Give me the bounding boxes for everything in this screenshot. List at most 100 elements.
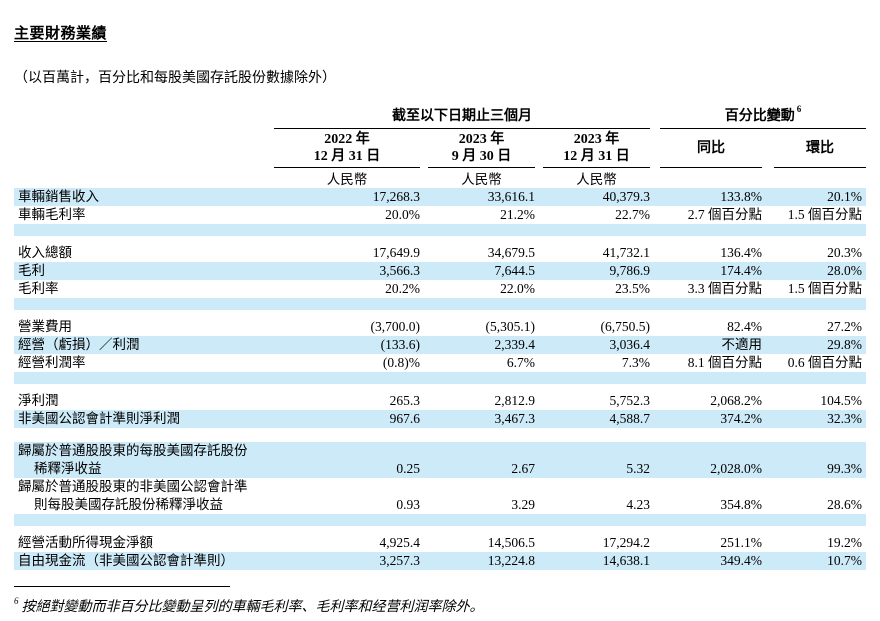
spacer-cell: [650, 129, 660, 168]
cell-value: 29.8%: [827, 337, 862, 352]
spacer-row: [14, 384, 866, 392]
cell-value: 17,268.3: [372, 189, 420, 204]
spacer-cell: [14, 224, 866, 236]
spacer-row: [14, 526, 866, 534]
row-label: 車輛毛利率: [18, 207, 86, 222]
spacer-cell: [650, 244, 660, 262]
spacer-cell: [650, 410, 660, 428]
cell-value: 3,467.3: [494, 411, 536, 426]
cell-value: 14,638.1: [602, 553, 650, 568]
spacer-cell: [650, 280, 660, 298]
spacer-cell: [535, 188, 543, 206]
cell-value: (0.8)%: [382, 355, 420, 370]
spacer-cell: [420, 129, 428, 168]
cell-value: 104.5%: [820, 393, 862, 408]
cell-value: 0.25: [396, 461, 420, 476]
spacer-cell: [535, 206, 543, 224]
cell-value: (3,700.0): [370, 319, 421, 334]
column-header-yoy: 同比: [660, 128, 762, 168]
cell-value: 20.2%: [385, 281, 420, 296]
spacer-cell: [862, 336, 866, 354]
cell-value: 33,616.1: [487, 189, 535, 204]
cell-value: 82.4%: [727, 319, 762, 334]
column-header-qoq: 環比: [774, 128, 866, 168]
spacer-cell: [762, 280, 774, 298]
table-row: 營業費用 (3,700.0) (5,305.1) (6,750.5) 82.4% 27.2…: [14, 318, 866, 336]
cell-value: (133.6): [380, 337, 420, 352]
cell-value: 1.5 個百分點: [787, 281, 862, 296]
cell-value: 不適用: [721, 337, 763, 352]
table-row: 經營活動所得現金淨額 4,925.4 14,506.5 17,294.2 251.1% 1…: [14, 534, 866, 552]
cell-value: 3.29: [511, 497, 535, 512]
table-row: 車輛銷售收入 17,268.3 33,616.1 40,379.3 133.8% 20.1…: [14, 188, 866, 206]
table-body: 車輛銷售收入 17,268.3 33,616.1 40,379.3 133.8% 20.1…: [14, 188, 866, 570]
spacer-cell: [762, 478, 774, 514]
spacer-cell: [762, 410, 774, 428]
spacer-cell: [420, 188, 428, 206]
cell-value: 2.7 個百分點: [687, 207, 762, 222]
row-label: 自由現金流（非美國公認會計準則）: [18, 553, 234, 568]
spacer-cell: [420, 262, 428, 280]
spacer-cell: [14, 526, 866, 534]
spacer-cell: [420, 478, 428, 514]
change-group-header-label: 百分比變動: [724, 109, 795, 124]
row-label: 營業費用: [18, 319, 72, 334]
spacer-cell: [862, 442, 866, 478]
spacer-cell: [420, 168, 428, 189]
cell-value: 20.0%: [385, 207, 420, 222]
spacer-cell: [535, 318, 543, 336]
spacer-cell: [420, 354, 428, 372]
spacer-cell: [862, 534, 866, 552]
spacer-cell: [762, 129, 774, 168]
spacer-cell: [862, 280, 866, 298]
cell-value: 2,028.0%: [710, 461, 762, 476]
spacer-cell: [650, 478, 660, 514]
spacer-cell: [762, 262, 774, 280]
spacer-cell: [420, 442, 428, 478]
cell-value: 22.7%: [615, 207, 650, 222]
cell-value: 23.5%: [615, 281, 650, 296]
spacer-cell: [535, 410, 543, 428]
cell-value: 8.1 個百分點: [687, 355, 762, 370]
table-row: 毛利 3,566.3 7,644.5 9,786.9 174.4% 28.0%: [14, 262, 866, 280]
financial-table: 截至以下日期止三個月 百分比變動 6 2022 年 12 月 31 日 2023 年…: [14, 104, 866, 570]
cell-value: 251.1%: [720, 535, 762, 550]
cell-value: 99.3%: [827, 461, 862, 476]
row-label: 車輛銷售收入: [18, 189, 99, 204]
row-label: 收入總額: [18, 245, 72, 260]
spacer-cell: [862, 392, 866, 410]
cell-value: 136.4%: [720, 245, 762, 260]
cell-value: 2,068.2%: [710, 393, 762, 408]
cell-value: 6.7%: [506, 355, 535, 370]
footnote-separator: [14, 586, 230, 587]
spacer-cell: [762, 552, 774, 570]
cell-value: 41,732.1: [602, 245, 650, 260]
table-row: 經營（虧損）／利潤 (133.6) 2,339.4 3,036.4 不適用 29.8%: [14, 336, 866, 354]
cell-value: 21.2%: [500, 207, 535, 222]
spacer-cell: [14, 428, 866, 442]
spacer-cell: [535, 534, 543, 552]
cell-value: 265.3: [389, 393, 420, 408]
spacer-cell: [862, 552, 866, 570]
cell-value: 34,679.5: [487, 245, 535, 260]
footnote-text: 按絕對變動而非百分比變動呈列的車輛毛利率、毛利率和经营利润率除外。: [21, 600, 484, 615]
group-header-row: 截至以下日期止三個月 百分比變動 6: [14, 104, 866, 129]
spacer-cell: [535, 442, 543, 478]
table-row: 經營利潤率 (0.8)% 6.7% 7.3% 8.1 個百分點 0.6 個百分點: [14, 354, 866, 372]
spacer-cell: [650, 104, 660, 129]
spacer-cell: [420, 410, 428, 428]
table-row: 歸屬於普通股股東的非美國公認會計準 則每股美國存託股份稀釋淨收益 0.93 3.29 4…: [14, 478, 866, 514]
table-row: 自由現金流（非美國公認會計準則） 3,257.3 13,224.8 14,638.1 3…: [14, 552, 866, 570]
spacer-cell: [535, 280, 543, 298]
spacer-cell: [535, 336, 543, 354]
cell-value: 3.3 個百分點: [687, 281, 762, 296]
cell-value: 3,566.3: [379, 263, 421, 278]
spacer-row: [14, 236, 866, 244]
spacer-cell: [650, 318, 660, 336]
period-group-header: 截至以下日期止三個月: [274, 104, 650, 129]
cell-value: 13,224.8: [487, 553, 535, 568]
cell-value: 3,257.3: [379, 553, 421, 568]
cell-value: 374.2%: [720, 411, 762, 426]
